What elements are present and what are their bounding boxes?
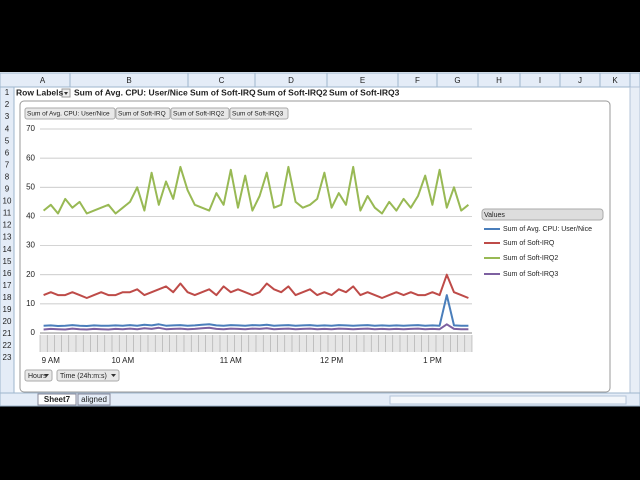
header-cell: Sum of Soft-IRQ2	[257, 87, 328, 97]
x-tick-label: 10 AM	[111, 356, 134, 365]
legend-title: Values	[484, 212, 505, 219]
row-number: 5	[5, 136, 10, 145]
dropdown-arrow	[44, 374, 49, 377]
legend-label: Sum of Avg. CPU: User/Nice	[503, 226, 592, 233]
x-tick-label: 1 PM	[423, 356, 442, 365]
column-letter: A	[40, 76, 46, 85]
field-button[interactable]	[115, 107, 171, 120]
column-letter: J	[578, 76, 582, 85]
row-number: 20	[3, 317, 12, 326]
column-letter: C	[219, 76, 225, 85]
field-button[interactable]	[229, 107, 289, 120]
column-letter: E	[360, 76, 365, 85]
row-number: 14	[3, 245, 12, 254]
header-cell: Sum of Avg. CPU: User/Nice	[74, 87, 188, 97]
row-number: 3	[5, 112, 10, 121]
column-letter: K	[612, 76, 618, 85]
dropdown-arrow	[111, 374, 116, 377]
series-line	[42, 165, 470, 215]
column-letter: B	[126, 76, 131, 85]
v-scrollbar[interactable]	[629, 86, 640, 394]
field-button[interactable]	[24, 369, 53, 382]
column-letter: D	[288, 76, 294, 85]
field-button-label: Hours	[28, 373, 47, 380]
row-number: 10	[3, 197, 12, 206]
row-number: 1	[5, 88, 10, 97]
row-number: 21	[3, 329, 12, 338]
legend-label: Sum of Soft-IRQ2	[503, 255, 558, 262]
row-number: 9	[5, 185, 10, 194]
field-button-label: Sum of Soft-IRQ3	[232, 111, 284, 118]
series-line	[43, 323, 469, 331]
field-button[interactable]	[170, 107, 230, 120]
row-number: 12	[3, 221, 12, 230]
y-tick-label: 30	[26, 241, 35, 250]
x-tick-label: 9 AM	[42, 356, 61, 365]
row-number: 8	[5, 172, 10, 181]
y-tick-label: 40	[26, 212, 35, 221]
header-cell: Sum of Soft-IRQ3	[329, 87, 400, 97]
header-cell: Row Labels	[16, 87, 64, 97]
dropdown-arrow	[64, 92, 68, 95]
y-tick-label: 10	[26, 299, 35, 308]
row-number: 13	[3, 233, 12, 242]
row-number: 4	[5, 124, 10, 133]
series-line	[43, 294, 469, 327]
field-button-label: Sum of Soft-IRQ2	[173, 111, 225, 118]
legend-header	[481, 208, 604, 221]
legend-label: Sum of Soft-IRQ3	[503, 271, 558, 278]
row-number: 11	[3, 209, 12, 218]
sheet-tab[interactable]	[37, 393, 77, 406]
h-scrollbar[interactable]	[389, 395, 627, 405]
y-tick-label: 50	[26, 182, 35, 191]
row-number: 16	[3, 269, 12, 278]
column-letter: G	[454, 76, 460, 85]
row-number: 15	[3, 257, 12, 266]
row-number: 18	[3, 293, 12, 302]
sheet-tab-label: Sheet7	[44, 395, 71, 404]
field-button[interactable]	[24, 107, 116, 120]
y-tick-label: 20	[26, 270, 35, 279]
row-number: 7	[5, 160, 10, 169]
x-tick-label: 11 AM	[220, 356, 242, 365]
y-tick-label: 0	[31, 328, 36, 337]
legend-label: Sum of Soft-IRQ	[503, 240, 555, 247]
column-letter: F	[415, 76, 420, 85]
sheet-tab-label: aligned	[81, 395, 107, 404]
x-tick-label: 12 PM	[320, 356, 343, 365]
row-number: 17	[3, 281, 12, 290]
row-number: 6	[5, 148, 10, 157]
column-letter: I	[539, 76, 541, 85]
y-tick-label: 60	[26, 153, 35, 162]
field-button[interactable]	[56, 369, 120, 382]
row-number: 23	[3, 353, 12, 362]
row-number: 2	[5, 100, 10, 109]
field-button-label: Sum of Soft-IRQ	[118, 111, 166, 118]
chart-frame	[19, 100, 611, 393]
row-number: 19	[3, 305, 12, 314]
field-button-label: Time (24h:m:s)	[60, 373, 107, 380]
row-number: 22	[3, 341, 12, 350]
y-tick-label: 70	[26, 124, 35, 133]
column-header-bar	[0, 72, 640, 88]
series-line	[43, 273, 469, 299]
column-letter: H	[496, 76, 502, 85]
sheet-tab[interactable]	[77, 393, 111, 406]
field-button-label: Sum of Avg. CPU: User/Nice	[27, 111, 110, 118]
header-cell: Sum of Soft-IRQ	[190, 87, 256, 97]
